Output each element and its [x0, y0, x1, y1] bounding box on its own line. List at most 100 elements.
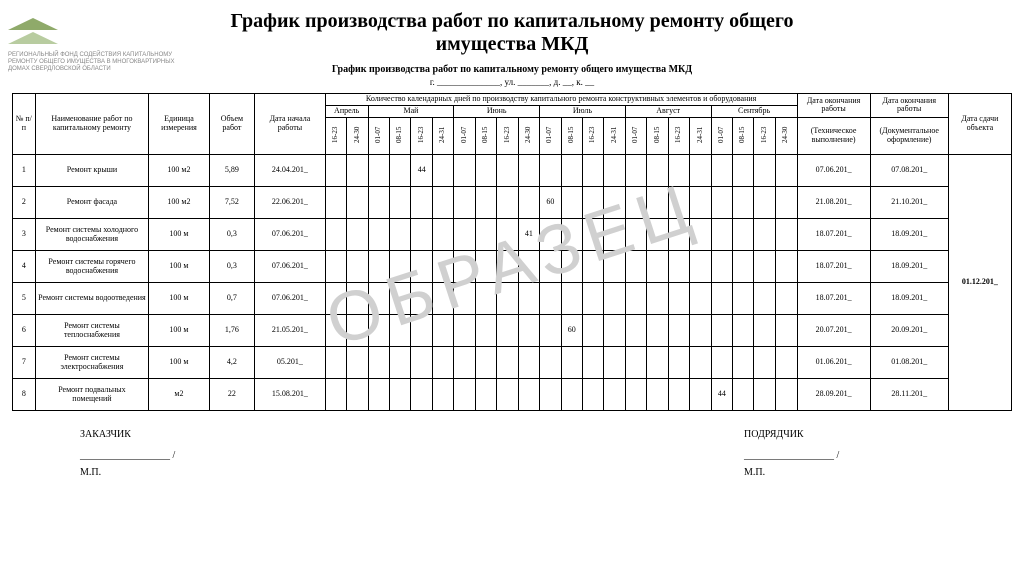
day-cell: [711, 219, 732, 251]
th-period: 16-23: [325, 117, 346, 155]
day-cell: [518, 187, 539, 219]
day-cell: [475, 155, 496, 187]
cell: 7: [13, 347, 36, 379]
day-cell: [432, 379, 453, 411]
day-cell: [497, 155, 518, 187]
table-row: 4Ремонт системы горячего водоснабжения10…: [13, 251, 1012, 283]
day-cell: 60: [540, 187, 561, 219]
th-volume: Объем работ: [209, 94, 254, 155]
day-cell: [647, 315, 668, 347]
day-cell: [411, 315, 432, 347]
day-cell: [518, 315, 539, 347]
day-cell: [690, 347, 711, 379]
cell: 22.06.201_: [255, 187, 326, 219]
day-cell: [368, 219, 389, 251]
cell-name: Ремонт фасада: [35, 187, 149, 219]
day-cell: [454, 219, 475, 251]
table-head: № п/п Наименование работ по капитальному…: [13, 94, 1012, 155]
day-cell: [754, 347, 775, 379]
day-cell: [668, 347, 689, 379]
th-period: 01-07: [454, 117, 475, 155]
cell-date: 07.06.201_: [797, 155, 870, 187]
day-cell: [625, 155, 646, 187]
table-row: 2Ремонт фасада100 м27,5222.06.201_6021.0…: [13, 187, 1012, 219]
th-period: 16-23: [411, 117, 432, 155]
th-start: Дата начала работы: [255, 94, 326, 155]
day-cell: [582, 251, 603, 283]
day-cell: [497, 219, 518, 251]
day-cell: [368, 283, 389, 315]
cell-name: Ремонт системы электроснабжения: [35, 347, 149, 379]
day-cell: [711, 283, 732, 315]
table-row: 7Ремонт системы электроснабжения100 м4,2…: [13, 347, 1012, 379]
th-month: Сентябрь: [711, 105, 797, 117]
day-cell: [604, 347, 625, 379]
th-period: 24-30: [347, 117, 368, 155]
day-cell: [561, 155, 582, 187]
day-cell: [454, 155, 475, 187]
cell: 100 м: [149, 347, 210, 379]
sign-line: __________________ /: [80, 450, 280, 461]
day-cell: [540, 315, 561, 347]
day-cell: [668, 251, 689, 283]
day-cell: [561, 187, 582, 219]
day-cell: [582, 283, 603, 315]
cell-date: 18.09.201_: [870, 251, 948, 283]
logo-line: ДОМАХ СВЕРДЛОВСКОЙ ОБЛАСТИ: [8, 66, 188, 73]
day-cell: [690, 251, 711, 283]
day-cell: [411, 283, 432, 315]
cell-date: 18.07.201_: [797, 283, 870, 315]
delivery-cell: 01.12.201_: [948, 155, 1011, 411]
day-cell: [411, 379, 432, 411]
day-cell: [368, 315, 389, 347]
day-cell: [347, 347, 368, 379]
day-cell: [368, 379, 389, 411]
day-cell: [733, 315, 754, 347]
day-cell: [711, 155, 732, 187]
contractor-label: ПОДРЯДЧИК: [744, 429, 944, 440]
day-cell: [604, 251, 625, 283]
cell-date: 20.09.201_: [870, 315, 948, 347]
day-cell: [540, 219, 561, 251]
day-cell: [754, 155, 775, 187]
day-cell: [690, 379, 711, 411]
day-cell: [325, 283, 346, 315]
cell-name: Ремонт системы горячего водоснабжения: [35, 251, 149, 283]
day-cell: [561, 347, 582, 379]
table-row: 3Ремонт системы холодного водоснабжения1…: [13, 219, 1012, 251]
day-cell: [647, 379, 668, 411]
cell-date: 21.08.201_: [797, 187, 870, 219]
th-period: 01-07: [625, 117, 646, 155]
th-period: 08-15: [475, 117, 496, 155]
th-name: Наименование работ по капитальному ремон…: [35, 94, 149, 155]
schedule-table: № п/п Наименование работ по капитальному…: [12, 93, 1012, 411]
day-cell: [711, 187, 732, 219]
day-cell: [411, 187, 432, 219]
cell-date: 28.11.201_: [870, 379, 948, 411]
cell: 07.06.201_: [255, 283, 326, 315]
th-end2: Дата окончания работы: [870, 94, 948, 118]
cell: 100 м: [149, 251, 210, 283]
th-period: 08-15: [647, 117, 668, 155]
table-row: 6Ремонт системы теплоснабжения100 м1,762…: [13, 315, 1012, 347]
th-period: 24-30: [775, 117, 797, 155]
day-cell: [647, 283, 668, 315]
day-cell: [497, 187, 518, 219]
day-cell: [668, 155, 689, 187]
cell: 4: [13, 251, 36, 283]
th-period: 16-23: [497, 117, 518, 155]
day-cell: [411, 219, 432, 251]
th-period: 01-07: [368, 117, 389, 155]
cell-date: 07.08.201_: [870, 155, 948, 187]
mp-label: М.П.: [80, 467, 280, 478]
day-cell: [432, 187, 453, 219]
day-cell: [347, 219, 368, 251]
cell: 8: [13, 379, 36, 411]
day-cell: [668, 315, 689, 347]
th-month: Август: [625, 105, 711, 117]
day-cell: [540, 347, 561, 379]
day-cell: [432, 315, 453, 347]
cell: 100 м2: [149, 187, 210, 219]
logo-line: РЕГИОНАЛЬНЫЙ ФОНД СОДЕЙСТВИЯ КАПИТАЛЬНОМ…: [8, 52, 188, 59]
cell-date: 21.10.201_: [870, 187, 948, 219]
